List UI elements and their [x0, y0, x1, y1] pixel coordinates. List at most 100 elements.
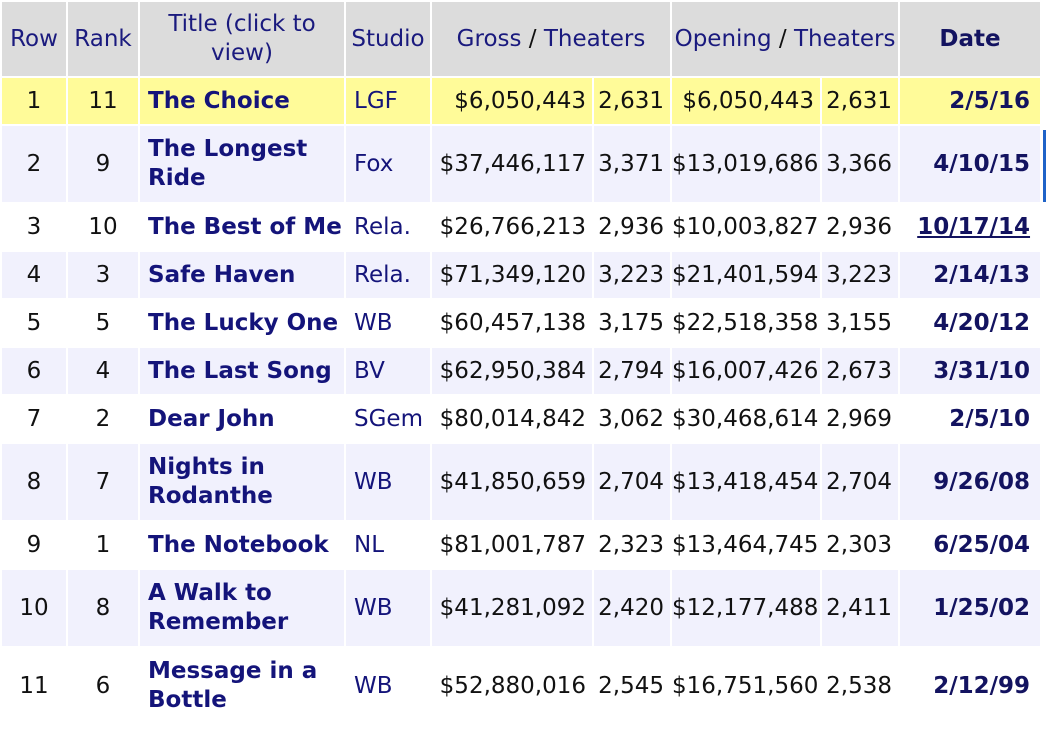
rank-cell: 6 — [66, 646, 140, 726]
studio-link-text[interactable]: Rela. — [354, 213, 411, 240]
studio-link[interactable]: Rela. — [344, 202, 432, 252]
col-header-rank[interactable]: Rank — [66, 0, 140, 78]
release-date-link-text[interactable]: 10/17/14 — [917, 213, 1031, 240]
row-number: 9 — [0, 520, 68, 570]
gross-cell-text: $81,001,787 — [439, 531, 586, 558]
release-date-link-text[interactable]: 2/5/16 — [949, 87, 1031, 114]
gross-cell: $71,349,120 — [430, 250, 594, 300]
gross-theaters-cell-text: 2,631 — [598, 87, 665, 114]
gross-theaters-cell: 2,420 — [591, 568, 673, 648]
opening-theaters-cell: 2,704 — [820, 442, 901, 522]
movie-title-link[interactable]: A Walk to Remember — [138, 568, 346, 648]
col-header-opening[interactable]: Opening — [674, 25, 772, 52]
movie-title-link[interactable]: Nights in Rodanthe — [138, 442, 346, 522]
release-date-link[interactable]: 2/14/13 — [898, 250, 1043, 300]
studio-link[interactable]: WB — [344, 568, 432, 648]
release-date-link[interactable]: 10/17/14 — [898, 202, 1043, 252]
col-header-row[interactable]: Row — [0, 0, 68, 78]
opening-cell-text: $16,007,426 — [672, 357, 819, 384]
col-header-title[interactable]: Title (click to view) — [138, 0, 346, 78]
release-date-link[interactable]: 4/20/12 — [898, 298, 1043, 348]
movie-title-link-text[interactable]: Message in a Bottle — [148, 658, 318, 713]
row-number-text: 8 — [26, 468, 42, 495]
release-date-link-text[interactable]: 2/14/13 — [933, 261, 1031, 288]
studio-link-text[interactable]: WB — [354, 594, 393, 621]
table-row: 2 9 The Longest Ride Fox $37,446,117 3,371 $13… — [0, 124, 1043, 204]
studio-link[interactable]: LGF — [344, 76, 432, 126]
col-header-gross[interactable]: Gross — [456, 25, 522, 52]
opening-cell: $12,177,488 — [670, 568, 823, 648]
movie-title-link-text[interactable]: The Last Song — [148, 357, 332, 384]
release-date-link-text[interactable]: 4/20/12 — [933, 309, 1031, 336]
gross-cell: $80,014,842 — [430, 394, 594, 444]
movie-title-link-text[interactable]: The Notebook — [148, 531, 329, 558]
studio-link-text[interactable]: Rela. — [354, 261, 411, 288]
studio-link-text[interactable]: Fox — [354, 150, 394, 177]
movie-title-link[interactable]: Safe Haven — [138, 250, 346, 300]
col-header-date[interactable]: Date — [898, 0, 1043, 78]
opening-cell-text: $13,418,454 — [672, 468, 819, 495]
studio-link-text[interactable]: WB — [354, 468, 393, 495]
release-date-link-text[interactable]: 3/31/10 — [933, 357, 1031, 384]
movie-title-link[interactable]: Dear John — [138, 394, 346, 444]
movie-title-link[interactable]: The Longest Ride — [138, 124, 346, 204]
studio-link[interactable]: WB — [344, 442, 432, 522]
movie-title-link-text[interactable]: The Choice — [148, 87, 290, 114]
movie-title-link[interactable]: The Notebook — [138, 520, 346, 570]
rank-cell-text: 4 — [95, 357, 111, 384]
release-date-link[interactable]: 2/12/99 — [898, 646, 1043, 726]
row-number: 5 — [0, 298, 68, 348]
studio-link[interactable]: Fox — [344, 124, 432, 204]
gross-theaters-cell-text: 2,420 — [598, 594, 665, 621]
release-date-link-text[interactable]: 4/10/15 — [933, 150, 1031, 177]
release-date-link[interactable]: 2/5/10 — [898, 394, 1043, 444]
studio-link[interactable]: WB — [344, 298, 432, 348]
scrollbar-edge[interactable] — [1043, 130, 1046, 202]
movie-title-link-text[interactable]: Nights in Rodanthe — [148, 454, 273, 509]
studio-link-text[interactable]: WB — [354, 309, 393, 336]
studio-link-text[interactable]: SGem — [354, 405, 423, 432]
opening-cell-text: $10,003,827 — [672, 213, 819, 240]
movie-title-link[interactable]: The Last Song — [138, 346, 346, 396]
release-date-link[interactable]: 3/31/10 — [898, 346, 1043, 396]
opening-theaters-cell: 2,936 — [820, 202, 901, 252]
rank-cell-text: 2 — [95, 405, 111, 432]
studio-link-text[interactable]: BV — [354, 357, 385, 384]
col-header-opening-theaters-label[interactable]: Theaters — [793, 25, 896, 52]
row-number: 11 — [0, 646, 68, 726]
studio-link[interactable]: NL — [344, 520, 432, 570]
movie-title-link-text[interactable]: The Best of Me — [148, 213, 342, 240]
movie-title-link-text[interactable]: Dear John — [148, 405, 275, 432]
studio-link-text[interactable]: LGF — [354, 87, 398, 114]
release-date-link-text[interactable]: 6/25/04 — [933, 531, 1031, 558]
studio-link[interactable]: BV — [344, 346, 432, 396]
gross-cell-text: $37,446,117 — [439, 150, 586, 177]
studio-link[interactable]: WB — [344, 646, 432, 726]
movie-title-link-text[interactable]: The Longest Ride — [148, 136, 308, 191]
gross-theaters-cell-text: 2,794 — [598, 357, 665, 384]
movie-title-link[interactable]: The Choice — [138, 76, 346, 126]
row-number-text: 4 — [26, 261, 42, 288]
movie-title-link[interactable]: Message in a Bottle — [138, 646, 346, 726]
movie-title-link-text[interactable]: A Walk to Remember — [148, 580, 289, 635]
studio-link[interactable]: Rela. — [344, 250, 432, 300]
release-date-link-text[interactable]: 2/12/99 — [933, 672, 1031, 699]
studio-link[interactable]: SGem — [344, 394, 432, 444]
studio-link-text[interactable]: NL — [354, 531, 385, 558]
release-date-link-text[interactable]: 2/5/10 — [949, 405, 1031, 432]
movie-title-link-text[interactable]: The Lucky One — [148, 309, 339, 336]
release-date-link-text[interactable]: 1/25/02 — [933, 594, 1031, 621]
release-date-link[interactable]: 1/25/02 — [898, 568, 1043, 648]
rank-cell: 3 — [66, 250, 140, 300]
movie-title-link[interactable]: The Best of Me — [138, 202, 346, 252]
col-header-gross-theaters-label[interactable]: Theaters — [543, 25, 646, 52]
release-date-link[interactable]: 2/5/16 — [898, 76, 1043, 126]
movie-title-link-text[interactable]: Safe Haven — [148, 261, 296, 288]
movie-title-link[interactable]: The Lucky One — [138, 298, 346, 348]
studio-link-text[interactable]: WB — [354, 672, 393, 699]
release-date-link-text[interactable]: 9/26/08 — [933, 468, 1031, 495]
release-date-link[interactable]: 4/10/15 — [898, 124, 1043, 204]
release-date-link[interactable]: 6/25/04 — [898, 520, 1043, 570]
release-date-link[interactable]: 9/26/08 — [898, 442, 1043, 522]
col-header-studio[interactable]: Studio — [344, 0, 432, 78]
